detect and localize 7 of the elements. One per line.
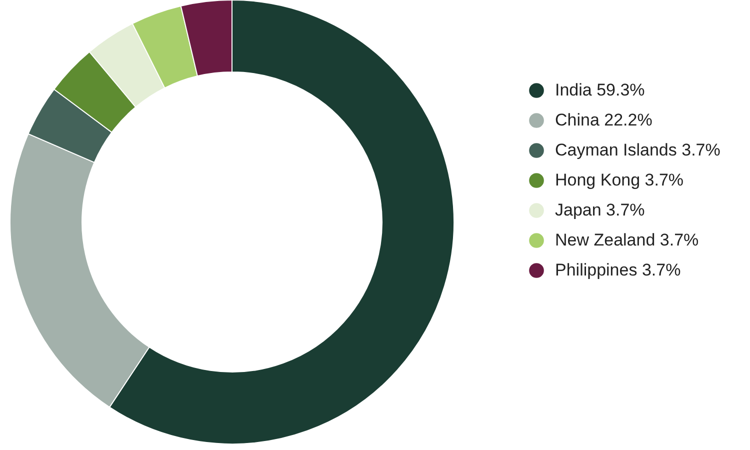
legend-label: China 22.2% (555, 110, 652, 130)
legend-label: Cayman Islands 3.7% (555, 140, 720, 160)
legend-label: New Zealand 3.7% (555, 230, 699, 250)
legend-label: Hong Kong 3.7% (555, 170, 684, 190)
legend-label: Japan 3.7% (555, 200, 645, 220)
legend-label: Philippines 3.7% (555, 260, 681, 280)
legend-label: India 59.3% (555, 80, 645, 100)
